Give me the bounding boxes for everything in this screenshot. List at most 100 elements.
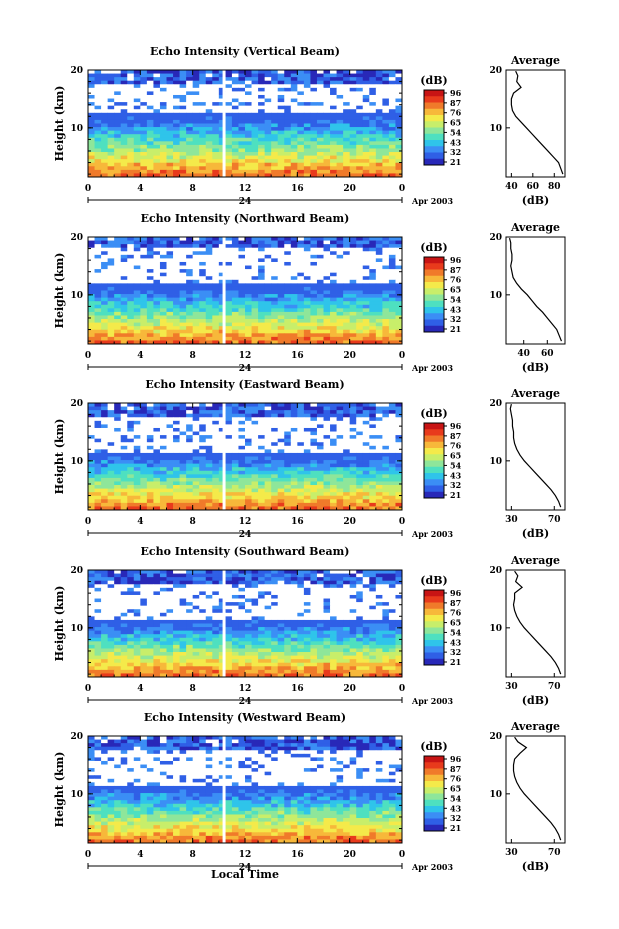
heatmap-cell: [323, 98, 331, 103]
heatmap-cell: [258, 427, 266, 432]
heatmap-cell: [303, 102, 311, 107]
heatmap-cell: [382, 452, 390, 457]
heatmap-cell: [212, 70, 220, 74]
heatmap-cell: [225, 333, 233, 338]
heatmap-cell: [388, 283, 396, 288]
heatmap-cell: [290, 452, 298, 457]
heatmap-cell: [271, 587, 279, 592]
heatmap-cell: [133, 240, 141, 245]
heatmap-cell: [395, 244, 403, 249]
heatmap-cell: [395, 333, 403, 338]
heatmap-cell: [186, 573, 194, 578]
heatmap-cell: [205, 424, 213, 429]
heatmap-cell: [114, 488, 122, 493]
heatmap-cell: [375, 294, 383, 299]
heatmap-cell: [362, 148, 370, 153]
heatmap-cell: [114, 463, 122, 468]
heatmap-cell: [153, 336, 161, 341]
heatmap-cell: [231, 319, 239, 323]
heatmap-cell: [375, 116, 383, 121]
heatmap-cell: [231, 290, 239, 295]
heatmap-cell: [258, 152, 266, 156]
heatmap-cell: [153, 456, 161, 461]
heatmap-cell: [290, 254, 298, 259]
heatmap-cell: [362, 240, 370, 245]
heatmap-cell: [356, 470, 364, 475]
heatmap-cell: [349, 333, 357, 338]
heatmap-cell: [290, 499, 298, 504]
heatmap-cell: [303, 77, 311, 82]
heatmap-cell: [173, 308, 180, 313]
heatmap-cell: [205, 474, 213, 479]
heatmap-cell: [310, 485, 318, 489]
heatmap-cell: [159, 112, 167, 117]
heatmap-cell: [205, 127, 213, 132]
heatmap-cell: [258, 424, 266, 429]
heatmap-cell: [120, 495, 128, 500]
heatmap-cell: [375, 424, 383, 429]
heatmap-cell: [303, 169, 311, 174]
heatmap-cell: [238, 488, 246, 493]
heatmap-cell: [140, 77, 148, 82]
heatmap-cell: [362, 276, 370, 281]
heatmap-cell: [231, 130, 239, 135]
heatmap-cell: [369, 580, 377, 585]
heatmap-cell: [140, 580, 148, 585]
heatmap-cell: [205, 258, 213, 263]
heatmap-cell: [127, 301, 135, 306]
heatmap-cell: [251, 424, 259, 429]
heatmap-cell: [323, 240, 331, 245]
date-label: Apr 2003: [411, 529, 454, 539]
heatmap-cell: [107, 272, 115, 277]
heatmap-cell: [205, 112, 213, 117]
heatmap-cell: [231, 502, 239, 507]
heatmap-cell: [146, 80, 154, 85]
colorbar-tick-label: 96: [450, 255, 462, 265]
heatmap-cell: [94, 70, 102, 74]
heatmap-cell: [258, 269, 266, 274]
heatmap-cell: [264, 77, 272, 82]
heatmap-cell: [245, 502, 252, 507]
heatmap-cell: [284, 294, 292, 299]
heatmap-cell: [225, 438, 233, 443]
panel-title: Echo Intensity (Northward Beam): [141, 212, 350, 225]
heatmap-cell: [173, 326, 180, 331]
heatmap-cell: [231, 467, 239, 472]
heatmap-cell: [336, 290, 344, 295]
heatmap-cell: [343, 297, 351, 302]
heatmap-cell: [277, 286, 285, 291]
heatmap-cell: [159, 587, 167, 592]
y-tick-label: 20: [70, 233, 83, 243]
heatmap-cell: [133, 247, 141, 252]
heatmap-cell: [388, 80, 396, 85]
heatmap-cell: [349, 141, 357, 146]
heatmap-cell: [362, 137, 370, 142]
heatmap-cell: [173, 261, 180, 266]
heatmap-cell: [114, 329, 122, 334]
heatmap-cell: [199, 326, 207, 331]
heatmap-cell: [120, 169, 128, 174]
heatmap-cell: [153, 502, 161, 507]
x-tick-label: 8: [190, 517, 196, 527]
heatmap-cell: [120, 261, 128, 266]
heatmap-cell: [212, 261, 220, 266]
heatmap-cell: [166, 333, 174, 338]
x-axis-label: Local Time: [211, 868, 279, 881]
heatmap-cell: [192, 584, 200, 589]
heatmap-cell: [225, 141, 233, 146]
heatmap-cell: [159, 237, 167, 241]
heatmap-cell: [277, 580, 285, 585]
heatmap-cell: [88, 286, 95, 291]
heatmap-cell: [362, 258, 370, 263]
heatmap-cell: [146, 577, 154, 582]
heatmap-cell: [153, 84, 161, 89]
colorbar-tick-label: 76: [450, 108, 462, 118]
heatmap-cell: [199, 73, 207, 78]
heatmap-cell: [114, 254, 122, 259]
heatmap-cell: [225, 290, 233, 295]
heatmap-cell: [107, 254, 115, 259]
heatmap-cell: [192, 251, 200, 256]
heatmap-cell: [238, 130, 246, 135]
heatmap-cell: [258, 492, 266, 497]
heatmap-cell: [133, 442, 141, 447]
